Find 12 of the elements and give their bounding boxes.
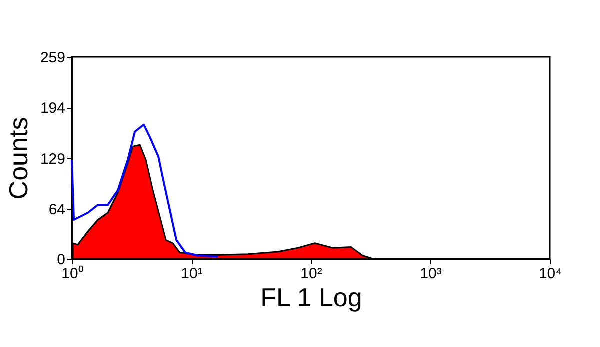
x-tick-label: 10³ xyxy=(420,266,442,282)
x-tick-label: 10² xyxy=(300,266,322,282)
x-tick-label: 10⁰ xyxy=(62,266,84,282)
x-tick-label: 10⁴ xyxy=(538,266,562,282)
y-tick-label: 129 xyxy=(40,150,66,168)
y-axis-title: Counts xyxy=(3,117,34,200)
y-tick-label: 64 xyxy=(48,202,66,219)
y-tick-label: 194 xyxy=(40,100,66,118)
x-axis-title: FL 1 Log xyxy=(260,282,362,312)
y-tick-label: 259 xyxy=(40,50,66,66)
y-tick-label: 0 xyxy=(57,252,66,268)
x-tick-label: 10¹ xyxy=(181,266,203,282)
